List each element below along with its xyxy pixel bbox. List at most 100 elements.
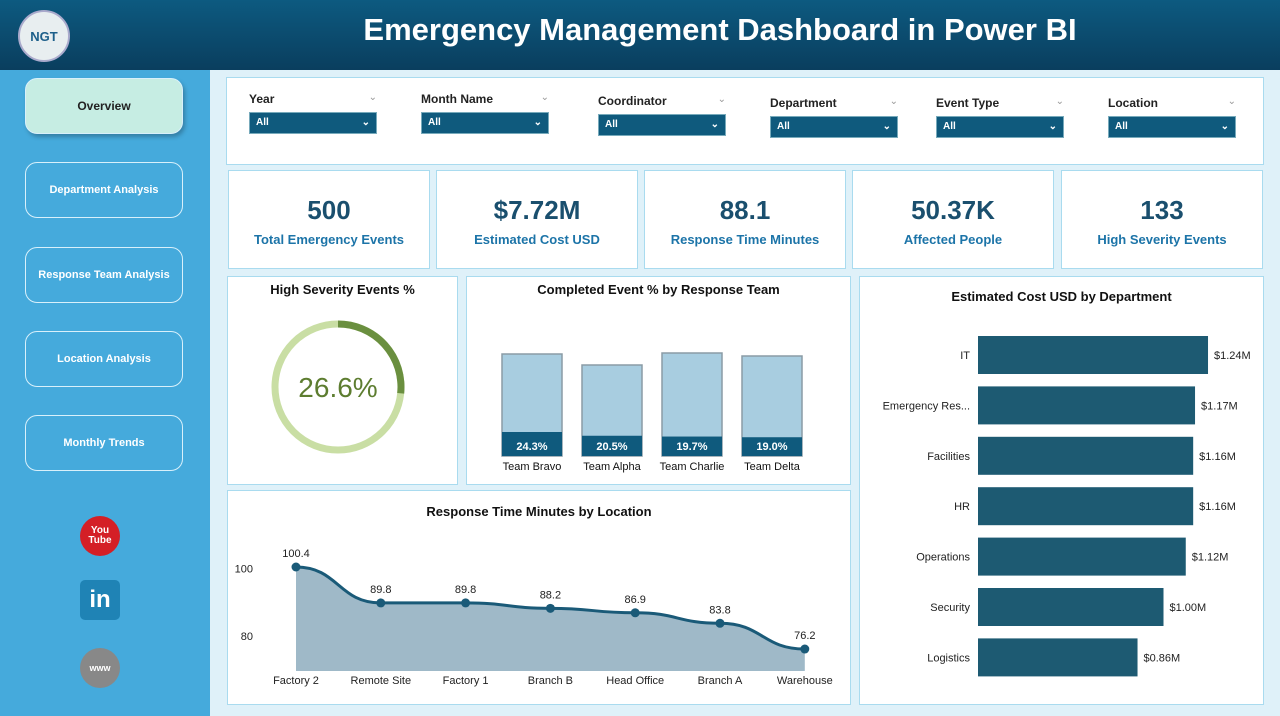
logo-text: NGT xyxy=(30,28,58,44)
data-label: $1.17M xyxy=(1201,400,1238,412)
cost-bar xyxy=(978,537,1186,576)
high-severity-donut-panel: High Severity Events % 26.6% xyxy=(227,276,458,485)
completed-event-chart-panel: Completed Event % by Response Team 24.3%… xyxy=(466,276,851,485)
linkedin-icon[interactable]: in xyxy=(80,580,120,620)
chevron-down-icon: ⌄ xyxy=(710,119,719,130)
data-label: 19.7% xyxy=(676,441,707,453)
chevron-down-icon[interactable]: ⌄ xyxy=(540,92,549,103)
filter-label: Event Type ⌄ xyxy=(936,96,1064,110)
nav-monthly-trends[interactable]: Monthly Trends xyxy=(25,415,183,471)
filter-department[interactable]: Department ⌄ All ⌄ xyxy=(770,96,898,138)
filter-value: All xyxy=(428,117,441,128)
data-label: 76.2 xyxy=(794,630,815,642)
sidebar: Overview Department Analysis Response Te… xyxy=(0,70,210,716)
youtube-icon[interactable]: You Tube xyxy=(80,516,120,556)
filter-label: Department ⌄ xyxy=(770,96,898,110)
kpi-label: Estimated Cost USD xyxy=(474,232,600,247)
kpi-card: 133 High Severity Events xyxy=(1061,170,1263,269)
filter-label-text: Year xyxy=(249,92,275,106)
data-label: 86.9 xyxy=(624,594,645,606)
filter-dropdown[interactable]: All ⌄ xyxy=(598,114,726,136)
category-label: Branch A xyxy=(698,675,743,687)
filter-dropdown[interactable]: All ⌄ xyxy=(1108,116,1236,138)
category-label: Team Alpha xyxy=(583,461,641,473)
category-label: Emergency Res... xyxy=(883,400,970,412)
chart-title: Response Time Minutes by Location xyxy=(426,504,652,519)
website-globe-icon[interactable]: www xyxy=(80,648,120,688)
category-label: Facilities xyxy=(927,451,970,463)
chevron-down-icon: ⌄ xyxy=(533,117,542,128)
chevron-down-icon: ⌄ xyxy=(361,117,370,128)
filter-value: All xyxy=(1115,121,1128,132)
filter-coordinator[interactable]: Coordinator ⌄ All ⌄ xyxy=(598,94,726,136)
cost-bar xyxy=(978,436,1194,475)
data-label: $1.16M xyxy=(1199,451,1236,463)
data-label: 20.5% xyxy=(596,441,627,453)
kpi-card: 50.37K Affected People xyxy=(852,170,1054,269)
data-point xyxy=(545,603,555,613)
filter-event-type[interactable]: Event Type ⌄ All ⌄ xyxy=(936,96,1064,138)
chevron-down-icon[interactable]: ⌄ xyxy=(717,94,726,105)
category-label: Warehouse xyxy=(777,675,833,687)
filter-dropdown[interactable]: All ⌄ xyxy=(936,116,1064,138)
category-label: Security xyxy=(930,602,970,614)
category-label: IT xyxy=(960,350,970,362)
category-label: Factory 1 xyxy=(443,675,489,687)
cost-bar xyxy=(978,336,1209,374)
data-label: 88.2 xyxy=(540,589,561,601)
kpi-value: 133 xyxy=(1140,195,1184,225)
completed-bar xyxy=(662,436,722,456)
kpi-label: Affected People xyxy=(903,232,1003,247)
data-label: $1.00M xyxy=(1170,602,1207,614)
data-label: $1.12M xyxy=(1192,552,1229,564)
filter-year[interactable]: Year ⌄ All ⌄ xyxy=(249,92,377,134)
chevron-down-icon[interactable]: ⌄ xyxy=(889,96,898,107)
chevron-down-icon: ⌄ xyxy=(882,121,891,132)
nav-overview[interactable]: Overview xyxy=(25,78,183,134)
category-label: Team Charlie xyxy=(660,461,725,473)
nav-department-analysis[interactable]: Department Analysis xyxy=(25,162,183,218)
chart-title: Estimated Cost USD by Department xyxy=(951,289,1172,304)
nav-location-analysis[interactable]: Location Analysis xyxy=(25,331,183,387)
ngt-logo: NGT xyxy=(18,10,70,62)
kpi-value: 500 xyxy=(307,195,351,225)
kpi-value: 50.37K xyxy=(911,195,995,225)
filter-bar: Year ⌄ All ⌄ Month Name ⌄ All ⌄ Coordinator ⌄ All ⌄… xyxy=(226,77,1264,165)
chevron-down-icon: ⌄ xyxy=(1048,121,1057,132)
y-tick-label: 100 xyxy=(235,563,253,575)
filter-month-name[interactable]: Month Name ⌄ All ⌄ xyxy=(421,92,549,134)
completed-bar xyxy=(582,435,642,456)
category-label: HR xyxy=(954,501,970,513)
area-fill xyxy=(296,567,805,671)
kpi-label: Response Time Minutes xyxy=(670,232,820,247)
filter-dropdown[interactable]: All ⌄ xyxy=(421,112,549,134)
nav-response-team-analysis[interactable]: Response Team Analysis xyxy=(25,247,183,303)
kpi-label: Total Emergency Events xyxy=(253,232,405,247)
filter-dropdown[interactable]: All ⌄ xyxy=(770,116,898,138)
cost-bar xyxy=(978,588,1164,626)
filter-location[interactable]: Location ⌄ All ⌄ xyxy=(1108,96,1236,138)
filter-label: Month Name ⌄ xyxy=(421,92,549,106)
chevron-down-icon[interactable]: ⌄ xyxy=(1055,96,1064,107)
data-point xyxy=(461,598,471,608)
data-label: 24.3% xyxy=(516,441,547,453)
category-label: Head Office xyxy=(606,675,664,687)
data-point xyxy=(715,618,725,628)
filter-value: All xyxy=(256,117,269,128)
chevron-down-icon[interactable]: ⌄ xyxy=(368,92,377,103)
category-label: Logistics xyxy=(927,652,970,664)
data-label: 19.0% xyxy=(756,441,787,453)
chevron-down-icon[interactable]: ⌄ xyxy=(1227,96,1236,107)
data-label: 89.8 xyxy=(370,584,391,596)
filter-label-text: Month Name xyxy=(421,92,493,106)
donut-value-arc xyxy=(337,320,405,394)
cost-bar xyxy=(978,487,1194,526)
completed-bar xyxy=(502,432,562,456)
filter-label: Year ⌄ xyxy=(249,92,377,106)
kpi-card: 88.1 Response Time Minutes xyxy=(644,170,846,269)
data-point xyxy=(630,608,640,618)
category-label: Team Bravo xyxy=(503,461,562,473)
filter-label-text: Department xyxy=(770,96,837,110)
data-point xyxy=(800,644,810,654)
filter-dropdown[interactable]: All ⌄ xyxy=(249,112,377,134)
